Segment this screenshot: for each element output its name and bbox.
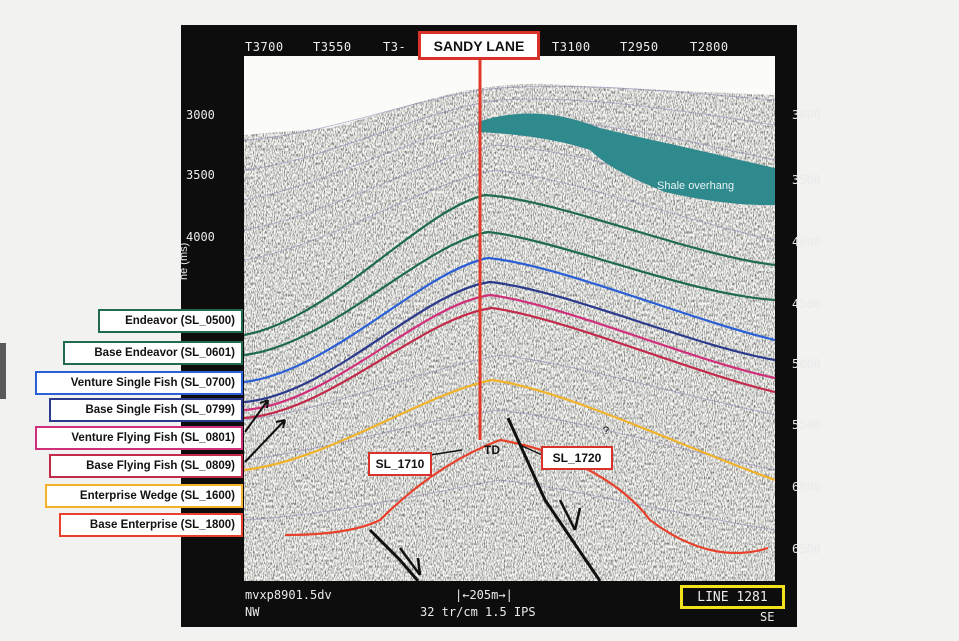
horizon-label-venture-flying-fish: Venture Flying Fish (SL_0801) — [35, 426, 243, 450]
time-tick-right-4000: 4000 — [792, 235, 821, 249]
trace-label-0: T3700 — [245, 40, 284, 54]
time-tick-left-4000: 4000 — [186, 230, 215, 244]
horizon-base-endeavor — [244, 230, 775, 357]
fault-sl1710 — [368, 528, 420, 581]
horizon-base-enterprise — [284, 438, 769, 555]
horizon-enterprise-wedge — [244, 378, 775, 482]
horizon-base-single-fish — [244, 280, 775, 404]
horizon-label-base-single-fish: Base Single Fish (SL_0799) — [49, 398, 243, 422]
horizon-base-flying-fish — [244, 306, 775, 420]
time-tick-left-3500: 3500 — [186, 168, 215, 182]
horizon-label-endeavor: Endeavor (SL_0500) — [98, 309, 243, 333]
horizon-venture-single-fish — [244, 256, 775, 384]
horizon-endeavor — [244, 193, 775, 337]
time-tick-right-3000: 3000 — [792, 108, 821, 122]
time-tick-right-6500: 6500 — [792, 542, 821, 556]
shale-overhang-label: Shale overhang — [657, 180, 735, 192]
trace-label-2: T3- — [383, 40, 407, 54]
pointer-sl1710 — [429, 449, 463, 456]
horizon-label-base-flying-fish: Base Flying Fish (SL_0809) — [49, 454, 243, 478]
callout-sl1710: SL_1710 — [368, 452, 432, 476]
horizon-label-enterprise-wedge: Enterprise Wedge (SL_1600) — [45, 484, 243, 508]
time-tick-left-3000: 3000 — [186, 108, 215, 122]
time-tick-right-4500: 4500 — [792, 297, 821, 311]
horizon-label-base-enterprise: Base Enterprise (SL_1800) — [59, 513, 243, 537]
above-reflector — [244, 56, 775, 135]
fault-arrow-right — [558, 499, 582, 531]
td-label: TD — [484, 443, 500, 457]
trace-label-1: T3550 — [313, 40, 352, 54]
time-axis-label: ne (ms) — [178, 242, 190, 280]
horizon-label-base-endeavor: Base Endeavor (SL_0601) — [63, 341, 243, 365]
file-label: mvxp8901.5dv — [245, 588, 332, 602]
fault-arrow-left — [398, 547, 422, 576]
footer-scale-text: 32 tr/cm 1.5 IPS — [420, 605, 536, 619]
shale-overhang-body — [478, 113, 775, 206]
trace-label-5: T2800 — [690, 40, 729, 54]
direction-left: NW — [245, 605, 260, 619]
line-id-label: LINE 1281 — [680, 585, 785, 609]
question-mark: ? — [603, 425, 610, 437]
arrow-venture-flying-fish — [244, 399, 269, 433]
horizon-venture-flying-fish — [244, 293, 775, 412]
direction-right: SE — [760, 610, 775, 624]
trace-label-4: T2950 — [620, 40, 659, 54]
well-name-label: SANDY LANE — [418, 31, 540, 60]
time-tick-right-5500: 5500 — [792, 418, 821, 432]
label-arrows — [244, 399, 286, 463]
trace-label-3: T3100 — [552, 40, 591, 54]
time-tick-right-6000: 6000 — [792, 480, 821, 494]
pointer-sl1720 — [519, 444, 543, 456]
time-tick-right-3500: 3500 — [792, 173, 821, 187]
seismic-texture — [244, 56, 775, 581]
callout-sl1720: SL_1720 — [541, 446, 613, 470]
arrow-base-flying-fish — [244, 419, 286, 463]
horizon-label-venture-single-fish: Venture Single Fish (SL_0700) — [35, 371, 243, 395]
time-tick-right-5000: 5000 — [792, 357, 821, 371]
scale-bar-label: |←205m→| — [455, 588, 513, 602]
side-marker — [0, 343, 6, 399]
